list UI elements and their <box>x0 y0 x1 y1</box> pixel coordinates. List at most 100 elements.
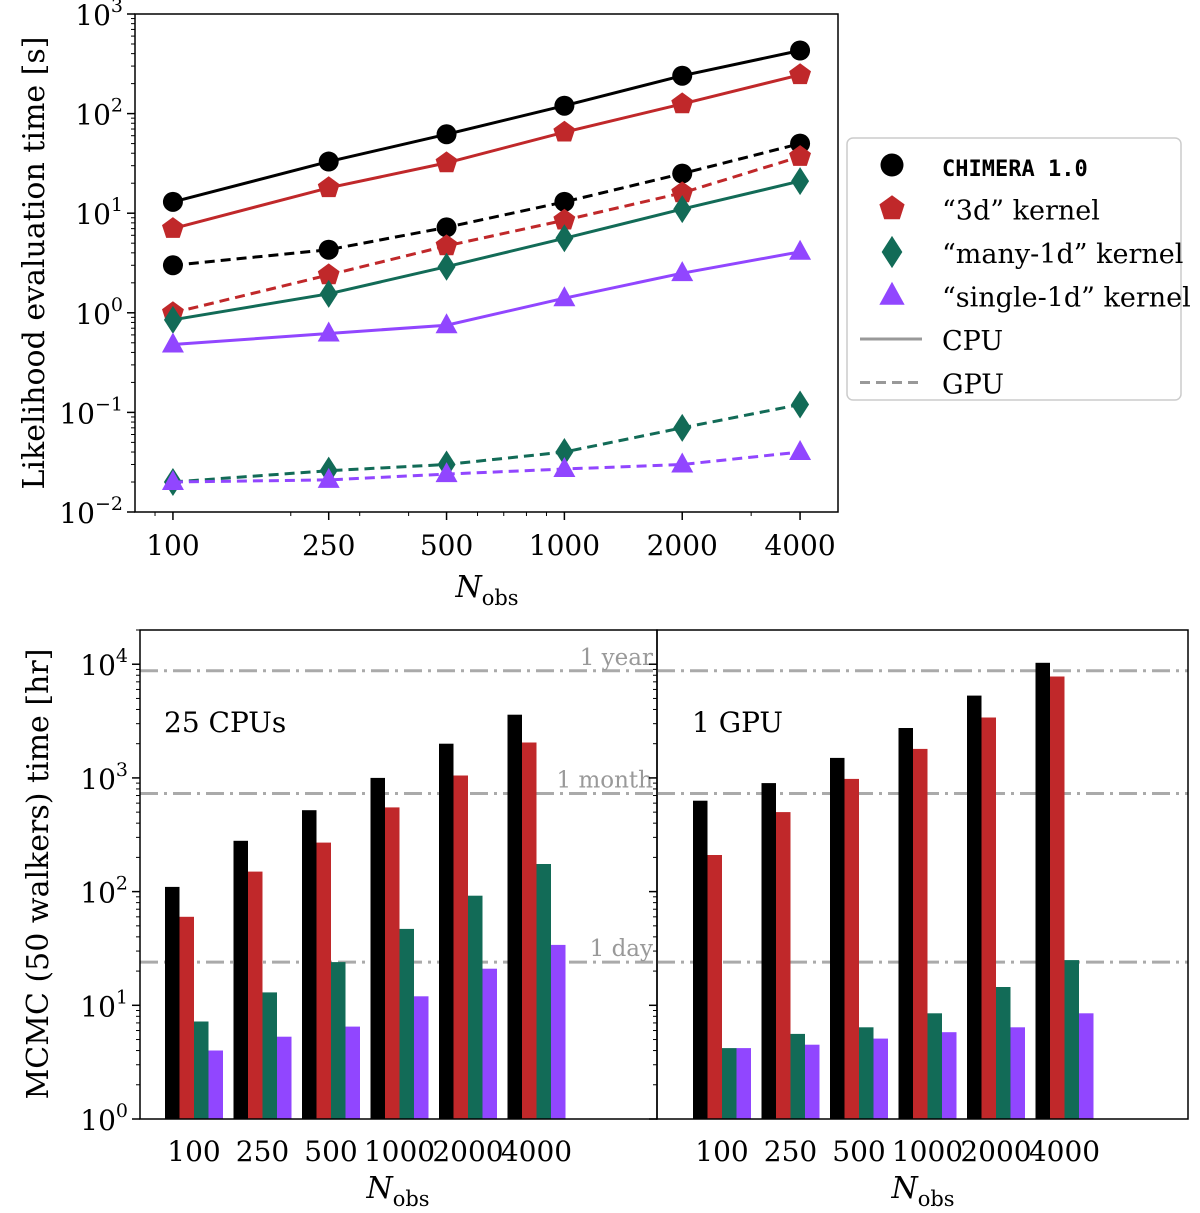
cpu-bar-kernel_3d-500 <box>316 842 331 1119</box>
cpu-bar-single_1d-4000 <box>551 944 566 1119</box>
cpu-bar-kernel_3d-1000 <box>385 807 400 1119</box>
point-single_1d-cpu-2000 <box>671 261 694 282</box>
legend-marker-pentagon <box>879 195 905 220</box>
cpu-y-tick-label-base: 10 <box>80 990 116 1023</box>
top-y-tick-label: 103 <box>75 0 123 32</box>
top-chart-marks <box>161 40 812 497</box>
gpu-bar-kernel_3d-2000 <box>981 717 996 1119</box>
legend-marker-diamond <box>881 235 903 269</box>
gpu-x-axis-label-n: N <box>890 1171 919 1206</box>
cpu-ref-label: 1 month <box>557 767 654 793</box>
point-kernel_3d-gpu-250 <box>317 263 340 285</box>
point-kernel_3d-gpu-500 <box>435 234 458 256</box>
cpu-bar-many_1d-500 <box>331 962 346 1119</box>
cpu-bar-many_1d-100 <box>194 1021 209 1119</box>
bottom-y-axis-label: MCMC (50 walkers) time [hr] <box>21 649 56 1100</box>
gpu-bar-single_1d-500 <box>873 1038 888 1119</box>
point-kernel_3d-cpu-500 <box>435 151 458 173</box>
point-chimera-cpu-100 <box>162 191 183 212</box>
top-y-tick-label-base: 10 <box>75 99 111 132</box>
gpu-bar-many_1d-1000 <box>927 1013 942 1119</box>
cpu-x-tick-label: 1000 <box>364 1135 435 1168</box>
point-many_1d-cpu-500 <box>437 252 456 281</box>
cpu-y-tick-label-exponent: 3 <box>116 759 128 781</box>
cpu-y-tick-label: 101 <box>80 986 128 1023</box>
gpu-bar-single_1d-1000 <box>942 1032 957 1119</box>
series-line-chimera-gpu <box>172 142 801 267</box>
point-single_1d-cpu-250 <box>317 321 340 342</box>
cpu-y-tick-label-base: 10 <box>80 649 116 682</box>
point-chimera-cpu-4000 <box>790 40 811 61</box>
gpu-bar-many_1d-2000 <box>996 987 1011 1119</box>
point-single_1d-cpu-1000 <box>553 286 576 307</box>
top-y-tick-label-exponent: 2 <box>111 95 123 117</box>
gpu-x-axis-label: Nobs <box>890 1171 954 1211</box>
cpu-bar-many_1d-4000 <box>536 864 551 1119</box>
cpu-bar-single_1d-100 <box>208 1050 223 1119</box>
point-kernel_3d-cpu-100 <box>162 217 184 238</box>
point-single_1d-gpu-100 <box>161 470 184 491</box>
top-y-tick-label-exponent: 3 <box>111 0 123 17</box>
top-y-tick-label-base: 10 <box>59 497 95 530</box>
cpu-bar-chimera-2000 <box>439 743 454 1119</box>
gpu-bar-many_1d-4000 <box>1064 960 1079 1119</box>
series-line-single_1d-cpu <box>172 250 801 346</box>
top-y-tick-label: 101 <box>75 194 123 231</box>
point-kernel_3d-gpu-2000 <box>671 181 694 203</box>
gpu-bar-chimera-100 <box>693 800 708 1119</box>
gpu-x-tick-label: 100 <box>695 1135 748 1168</box>
cpu-x-axis-label-n: N <box>365 1171 394 1206</box>
cpu-y-tick-label-exponent: 1 <box>116 986 128 1008</box>
top-y-tick-label-base: 10 <box>75 198 111 231</box>
cpu-x-tick-label: 4000 <box>501 1135 572 1168</box>
cpu-bar-marks <box>140 669 657 1119</box>
point-chimera-cpu-500 <box>436 124 457 145</box>
point-chimera-gpu-250 <box>318 239 339 260</box>
gpu-bar-chimera-4000 <box>1035 662 1050 1119</box>
top-x-tick-label: 2000 <box>647 529 718 562</box>
point-kernel_3d-cpu-4000 <box>789 63 811 85</box>
gpu-x-tick-label: 250 <box>764 1135 817 1168</box>
top-x-tick-label: 250 <box>302 529 355 562</box>
gpu-bar-single_1d-100 <box>736 1048 751 1119</box>
gpu-bar-kernel_3d-1000 <box>913 748 928 1119</box>
top-x-axis-label-n: N <box>454 570 483 605</box>
point-kernel_3d-cpu-1000 <box>553 120 576 142</box>
legend-label: CHIMERA 1.0 <box>942 157 1088 182</box>
top-x-tick-label: 500 <box>420 529 473 562</box>
legend-label: CPU <box>942 326 1003 357</box>
series-line-chimera-cpu <box>172 49 801 204</box>
cpu-x-tick-label: 100 <box>167 1135 220 1168</box>
cpu-y-tick-label: 102 <box>80 873 128 910</box>
cpu-y-tick-label-exponent: 2 <box>116 873 128 895</box>
gpu-x-tick-label: 500 <box>832 1135 885 1168</box>
top-x-axis-label: Nobs <box>454 570 518 610</box>
top-y-tick-label-base: 10 <box>75 0 111 32</box>
cpu-bar-chimera-100 <box>165 886 180 1119</box>
gpu-x-axis-label-sub: obs <box>918 1187 955 1211</box>
top-y-tick-label-exponent: −1 <box>95 393 123 415</box>
gpu-bar-single_1d-2000 <box>1010 1027 1025 1119</box>
top-y-tick-label: 100 <box>75 294 123 331</box>
gpu-bar-kernel_3d-250 <box>776 812 791 1119</box>
point-single_1d-gpu-1000 <box>553 457 576 478</box>
cpu-y-tick-label-exponent: 4 <box>116 645 128 667</box>
point-many_1d-cpu-1000 <box>555 224 574 253</box>
cpu-x-axis-label-sub: obs <box>393 1187 430 1211</box>
gpu-x-tick-label: 1000 <box>892 1135 963 1168</box>
legend-items: CHIMERA 1.0 “3d” kernel “many-1d” kernel “s… <box>860 153 1191 401</box>
gpu-bar-marks <box>657 662 1188 1119</box>
cpu-x-tick-label: 500 <box>304 1135 357 1168</box>
cpu-y-tick-label-base: 10 <box>80 877 116 910</box>
likelihood-time-chart: 100 250 500 1000 2000 400010−210−110010110210… <box>17 0 1191 610</box>
legend-label: GPU <box>942 370 1004 401</box>
gpu-bar-many_1d-250 <box>790 1033 805 1119</box>
cpu-bar-kernel_3d-250 <box>248 871 263 1119</box>
gpu-x-tick-label: 2000 <box>960 1135 1031 1168</box>
series-line-many_1d-cpu <box>172 179 801 322</box>
point-single_1d-cpu-100 <box>161 332 184 353</box>
legend-marker-circle <box>880 153 904 177</box>
cpu-bar-single_1d-2000 <box>482 968 497 1119</box>
